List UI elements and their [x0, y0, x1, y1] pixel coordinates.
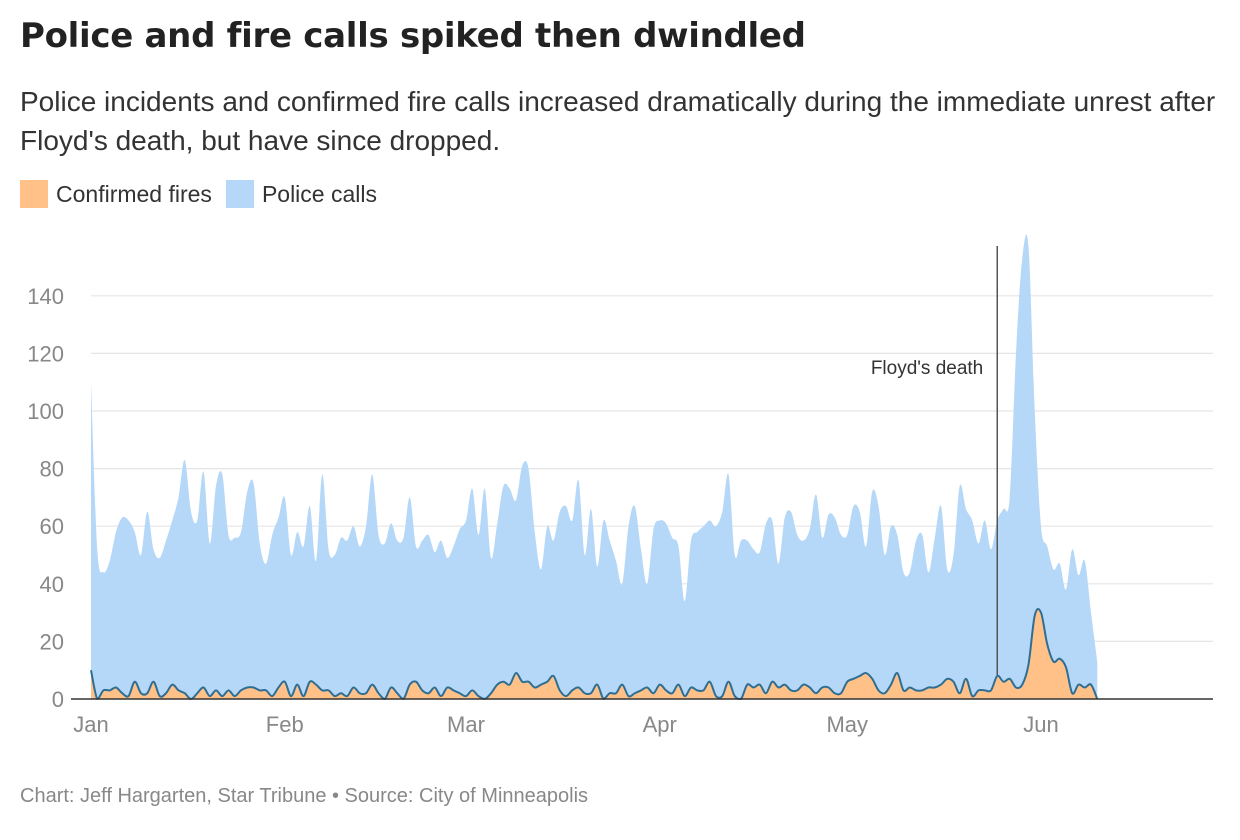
confirmed-fires-line — [90, 608, 1099, 701]
y-tick-label-20: 20 — [40, 629, 64, 654]
chart-credit: Chart: Jeff Hargarten, Star Tribune • So… — [20, 785, 589, 807]
x-tick-label-mar: Mar — [447, 712, 485, 737]
chart-title: Police and fire calls spiked then dwindl… — [20, 16, 806, 56]
axes: 0 20 40 60 80 100 120 140 Jan Feb Mar Apr May Jun — [27, 284, 1213, 737]
x-tick-label-jan: Jan — [73, 712, 108, 737]
y-tick-label-140: 140 — [27, 284, 64, 309]
police-calls-series — [91, 234, 1098, 699]
x-tick-label-may: May — [826, 712, 868, 737]
legend-label-police: Police calls — [261, 180, 377, 207]
legend-label-fires: Confirmed fires — [56, 180, 212, 207]
legend-item-police: Police calls — [225, 180, 377, 208]
confirmed-fires-area — [91, 608, 1098, 699]
chart-legend: Confirmed fires Police calls — [20, 180, 391, 208]
x-tick-label-jun: Jun — [1023, 712, 1058, 737]
police-calls-area — [91, 234, 1098, 699]
legend-swatch-police — [225, 180, 254, 208]
floyd-death-label: Floyd's death — [871, 358, 983, 379]
chart-subtitle: Police incidents and confirmed fire call… — [20, 86, 1216, 156]
y-tick-label-40: 40 — [40, 572, 64, 597]
annotation-floyd: Floyd's death — [871, 246, 998, 699]
y-tick-label-80: 80 — [40, 457, 64, 482]
area-chart: Floyd's death 0 20 40 60 80 100 120 140 Jan Feb Ma… — [27, 234, 1213, 737]
y-tick-label-120: 120 — [27, 341, 64, 366]
y-tick-label-100: 100 — [27, 399, 64, 424]
x-tick-label-feb: Feb — [266, 712, 304, 737]
legend-swatch-fires — [20, 180, 48, 208]
y-tick-label-60: 60 — [40, 514, 64, 539]
y-tick-label-0: 0 — [52, 687, 64, 712]
legend-item-fires: Confirmed fires — [20, 180, 212, 208]
confirmed-fires-series — [90, 608, 1099, 701]
x-tick-label-apr: Apr — [643, 712, 677, 737]
